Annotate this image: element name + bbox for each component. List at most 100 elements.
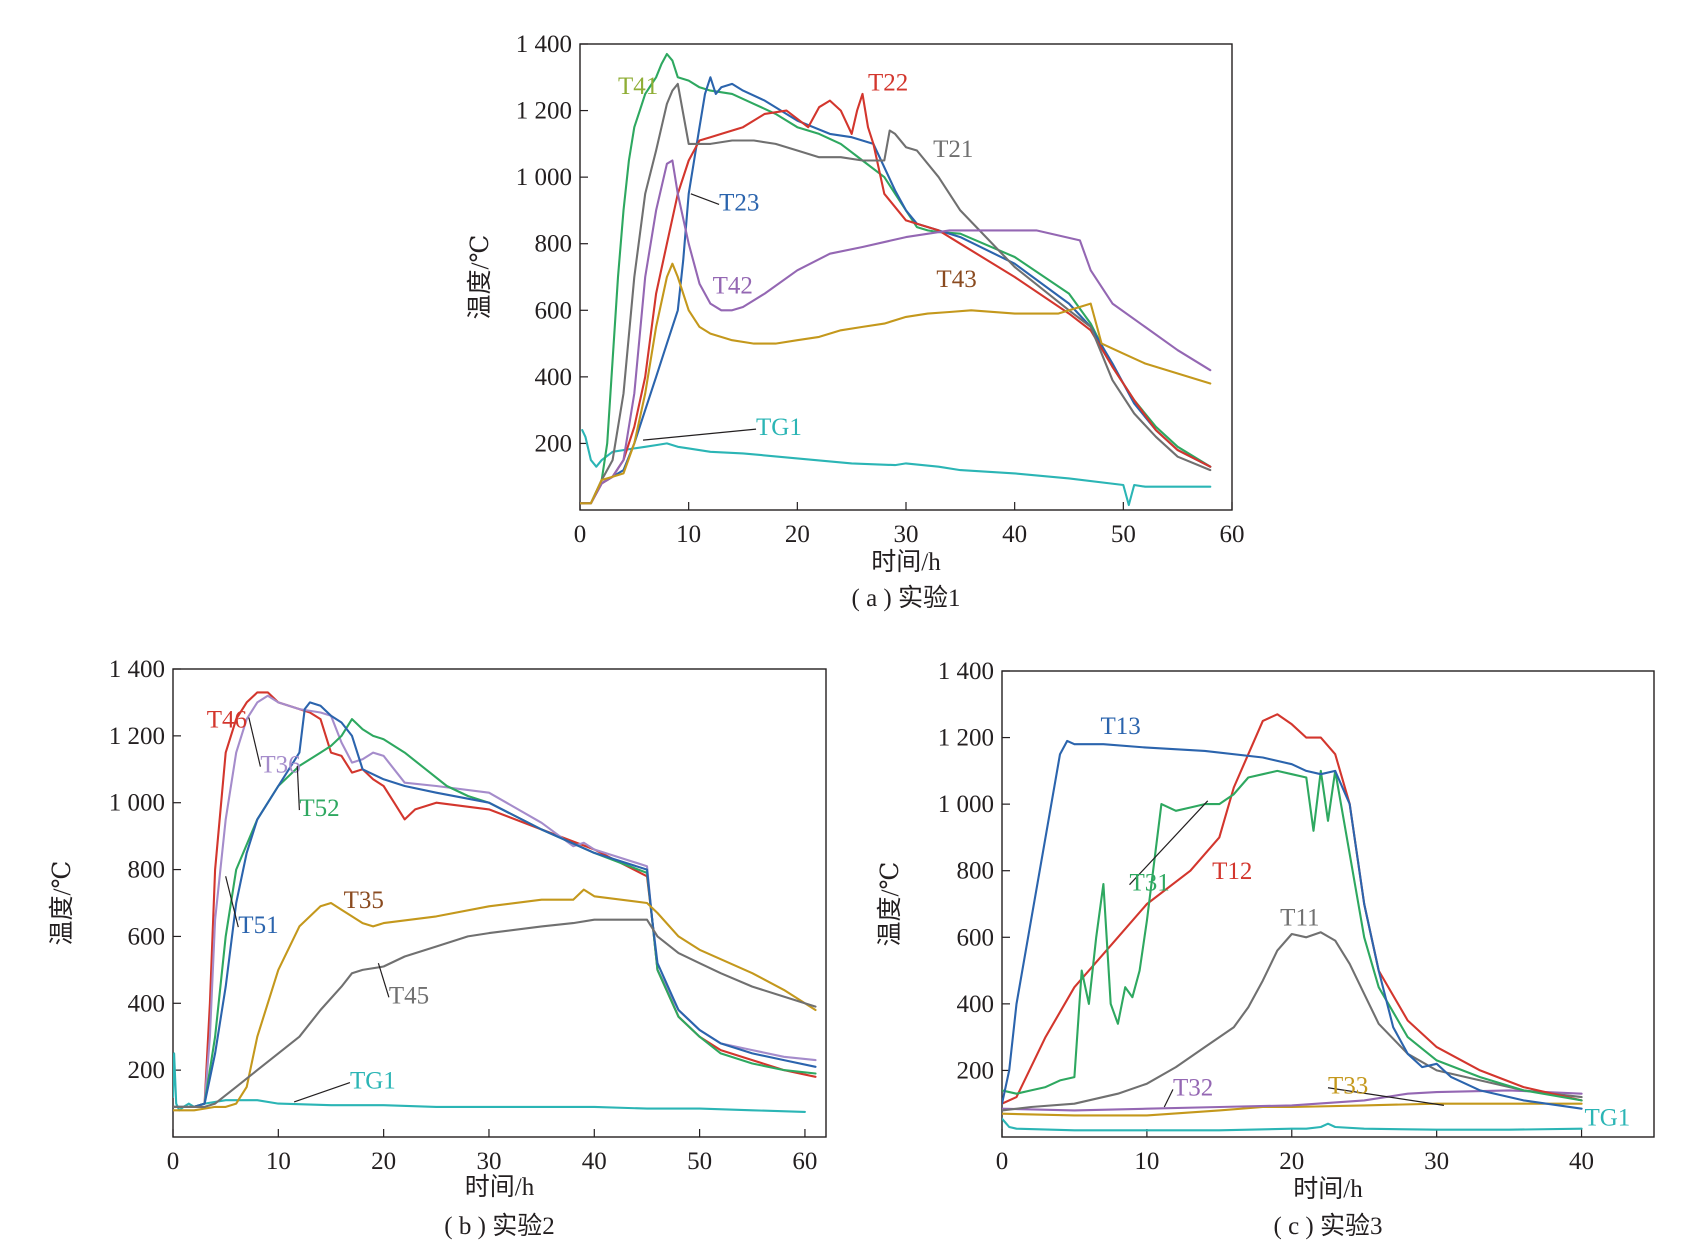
series-label-t41: T41 [618, 73, 658, 100]
x-tick-label: 50 [1111, 521, 1136, 548]
y-tick-label: 800 [535, 231, 573, 258]
y-axis-label: 温度/℃ [48, 861, 76, 946]
y-tick-label: 1 000 [109, 790, 165, 817]
x-tick-label: 10 [266, 1148, 291, 1175]
series-label-t23: T23 [719, 189, 759, 216]
series-label-t22: T22 [868, 70, 908, 97]
series-line-tg1 [581, 429, 1212, 507]
series-label-t45: T45 [389, 982, 429, 1009]
y-tick-label: 600 [957, 924, 995, 951]
y-tick-label: 1 200 [516, 98, 572, 125]
series-line-t23 [580, 76, 1212, 505]
y-tick-label: 400 [128, 990, 166, 1017]
panel-caption: ( c ) 实验3 [1274, 1212, 1383, 1240]
series-leader-tg1 [642, 428, 757, 441]
series-line-t22 [580, 92, 1212, 505]
series-leader-t31 [1129, 800, 1209, 886]
y-tick-label: 1 200 [109, 723, 165, 750]
series-line-t43 [580, 262, 1212, 505]
series-line-t13 [1002, 739, 1583, 1110]
plot-frame-c [1001, 670, 1655, 1138]
series-line-t21 [580, 82, 1212, 505]
y-tick-label: 1 400 [938, 658, 994, 685]
series-label-t12: T12 [1212, 858, 1252, 885]
series-leader-t33 [1327, 1087, 1445, 1106]
series-label-tg1: TG1 [1584, 1104, 1630, 1131]
panel-caption: ( a ) 实验1 [852, 584, 961, 612]
series-label-t42: T42 [713, 273, 753, 300]
x-tick-label: 30 [476, 1148, 501, 1175]
series-label-t31: T31 [1130, 870, 1170, 897]
y-tick-label: 800 [957, 858, 995, 885]
chart-b: 0 10 20 30 40 50 60 200 400 600 800 1 000 1 200 1 400… [48, 656, 827, 1240]
y-tick-label: 1 000 [938, 791, 994, 818]
series-label-t33: T33 [1328, 1073, 1368, 1100]
y-tick-label: 400 [957, 991, 995, 1018]
series-label-t11: T11 [1280, 905, 1319, 932]
series-line-t33 [1002, 1102, 1583, 1117]
series-leader-t45 [377, 962, 390, 998]
series-line-t12 [1002, 713, 1583, 1105]
x-tick-label: 0 [574, 521, 587, 548]
y-axis-label: 温度/℃ [876, 862, 904, 947]
y-tick-label: 800 [128, 857, 166, 884]
x-tick-label: 0 [996, 1148, 1009, 1175]
y-tick-label: 200 [128, 1057, 166, 1084]
series-label-t13: T13 [1101, 713, 1141, 740]
x-tick-label: 40 [1569, 1148, 1594, 1175]
y-tick-label: 1 400 [516, 31, 572, 58]
series-leader-t32 [1163, 1089, 1174, 1108]
x-tick-label: 0 [167, 1148, 180, 1175]
x-axis-label: 时间/h [871, 548, 941, 576]
y-tick-label: 200 [535, 430, 573, 457]
y-tick-label: 1 000 [516, 164, 572, 191]
x-tick-label: 60 [1220, 521, 1245, 548]
series-leader-t52 [296, 765, 300, 811]
x-tick-label: 50 [687, 1148, 712, 1175]
series-label-t35: T35 [344, 887, 384, 914]
x-tick-label: 10 [676, 521, 701, 548]
series-line-t31 [1002, 769, 1583, 1102]
series-line-t51 [173, 701, 817, 1108]
series-line-t41 [580, 52, 1212, 505]
series-label-t52: T52 [299, 795, 339, 822]
series-leader-t23 [690, 193, 720, 205]
x-tick-label: 30 [1424, 1148, 1449, 1175]
y-tick-label: 600 [128, 923, 166, 950]
x-tick-label: 20 [1279, 1148, 1304, 1175]
y-axis-label: 温度/℃ [466, 235, 494, 320]
x-tick-label: 40 [582, 1148, 607, 1175]
series-line-t35 [173, 888, 817, 1112]
x-tick-label: 20 [785, 521, 810, 548]
series-line-tg1 [1002, 1117, 1583, 1132]
x-tick-label: 40 [1002, 521, 1027, 548]
series-leader-t51 [225, 876, 239, 928]
x-tick-label: 10 [1134, 1148, 1159, 1175]
series-leader-tg1 [293, 1081, 351, 1103]
x-tick-label: 60 [792, 1148, 817, 1175]
x-tick-label: 20 [371, 1148, 396, 1175]
series-label-tg1: TG1 [756, 414, 802, 441]
series-line-tg1 [173, 1052, 806, 1113]
series-line-t45 [173, 918, 817, 1108]
series-label-tg1: TG1 [350, 1068, 396, 1095]
y-tick-label: 600 [535, 297, 573, 324]
series-label-t32: T32 [1173, 1074, 1213, 1101]
series-label-t51: T51 [238, 912, 278, 939]
y-tick-label: 1 200 [938, 725, 994, 752]
series-line-t52 [173, 718, 817, 1108]
series-label-t46: T46 [207, 707, 247, 734]
x-axis-label: 时间/h [465, 1173, 535, 1201]
y-tick-label: 1 400 [109, 656, 165, 683]
series-label-t36: T36 [260, 752, 300, 779]
y-tick-label: 200 [957, 1057, 995, 1084]
x-tick-label: 30 [894, 521, 919, 548]
series-label-t43: T43 [936, 266, 976, 293]
x-axis-label: 时间/h [1293, 1175, 1363, 1203]
chart-a: 0 10 20 30 40 50 60 200 400 600 800 1 000 1 200 1 400… [466, 31, 1245, 612]
series-line-t42 [580, 159, 1212, 505]
series-line-t32 [1002, 1089, 1583, 1112]
series-label-t21: T21 [933, 136, 973, 163]
series-leader-t36 [248, 717, 262, 767]
